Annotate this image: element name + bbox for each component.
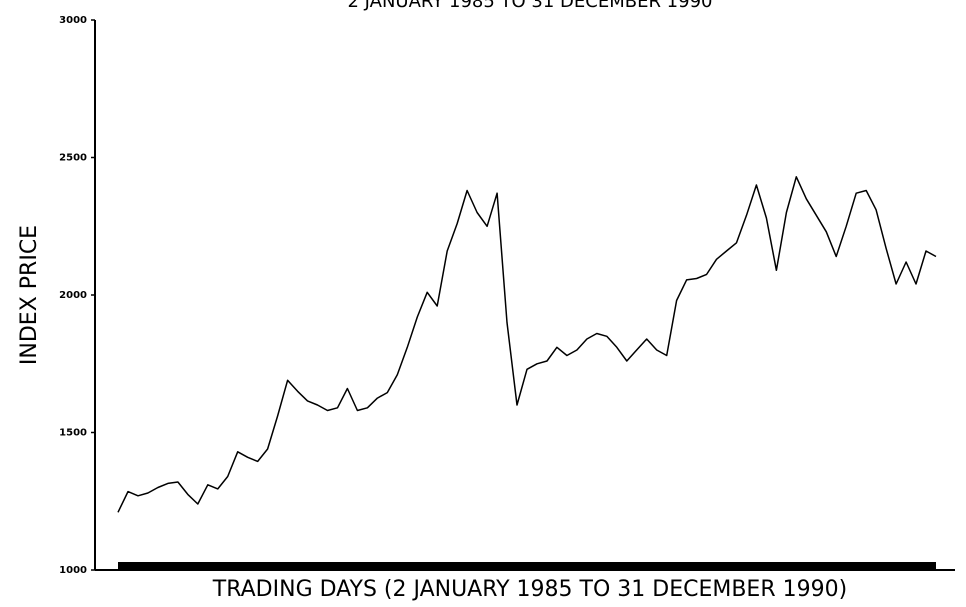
y-axis-label: INDEX PRICE: [17, 225, 42, 365]
y-tick-label: 1000: [59, 565, 87, 576]
day-ticks: [118, 562, 936, 569]
y-tick-label: 3000: [59, 15, 87, 26]
price-line: [117, 176, 937, 513]
y-tick-label: 2500: [59, 153, 87, 164]
y-tick-label: 2000: [59, 290, 87, 301]
x-axis-label: TRADING DAYS (2 JANUARY 1985 TO 31 DECEM…: [212, 577, 847, 602]
chart-title: 2 JANUARY 1985 TO 31 DECEMBER 1990: [347, 0, 712, 12]
y-tick-label: 1500: [59, 428, 87, 439]
